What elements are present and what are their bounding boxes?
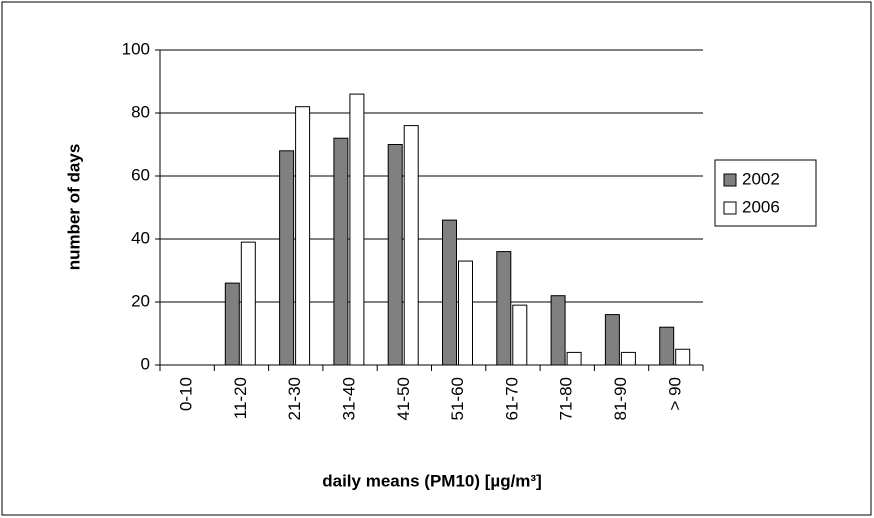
legend-swatch — [723, 173, 737, 187]
y-tick-label: 0 — [141, 354, 150, 373]
x-tick-label: 71-80 — [557, 377, 576, 420]
y-tick-label: 100 — [122, 39, 150, 58]
x-axis-label: daily means (PM10) [µg/m³] — [322, 471, 542, 490]
x-tick-label: > 90 — [665, 377, 684, 411]
y-axis-label: number of days — [64, 144, 83, 271]
bar — [333, 137, 349, 366]
y-tick-label: 80 — [131, 102, 150, 121]
legend-swatch — [723, 201, 737, 215]
bar — [403, 125, 419, 366]
x-tick-label: 61-70 — [502, 377, 521, 420]
x-tick-label: 51-60 — [448, 377, 467, 420]
bar — [458, 260, 473, 366]
legend-label: 2006 — [742, 197, 780, 216]
x-tick-label: 0-10 — [177, 377, 196, 411]
bar — [240, 241, 256, 366]
x-tick-label: 11-20 — [231, 377, 250, 419]
x-tick-label: 21-30 — [285, 377, 304, 420]
bar — [604, 314, 620, 366]
bar — [442, 219, 457, 366]
bar — [295, 106, 311, 366]
bar — [659, 326, 675, 366]
bar — [496, 251, 512, 366]
x-tick-label: 31-40 — [340, 377, 359, 420]
bar — [620, 351, 636, 366]
bar — [349, 93, 365, 366]
bar — [566, 351, 582, 366]
bar — [279, 150, 295, 366]
x-tick-label: 81-90 — [611, 377, 630, 420]
y-tick-label: 20 — [131, 291, 150, 310]
bar — [224, 282, 240, 366]
y-tick-label: 60 — [131, 165, 150, 184]
x-tick-label: 41-50 — [394, 377, 413, 420]
y-tick-label: 40 — [131, 228, 150, 247]
bar — [675, 348, 691, 366]
bar — [550, 295, 566, 366]
legend-label: 2002 — [742, 169, 780, 188]
bar — [387, 144, 403, 366]
bar — [512, 304, 528, 366]
legend-box — [714, 159, 817, 227]
